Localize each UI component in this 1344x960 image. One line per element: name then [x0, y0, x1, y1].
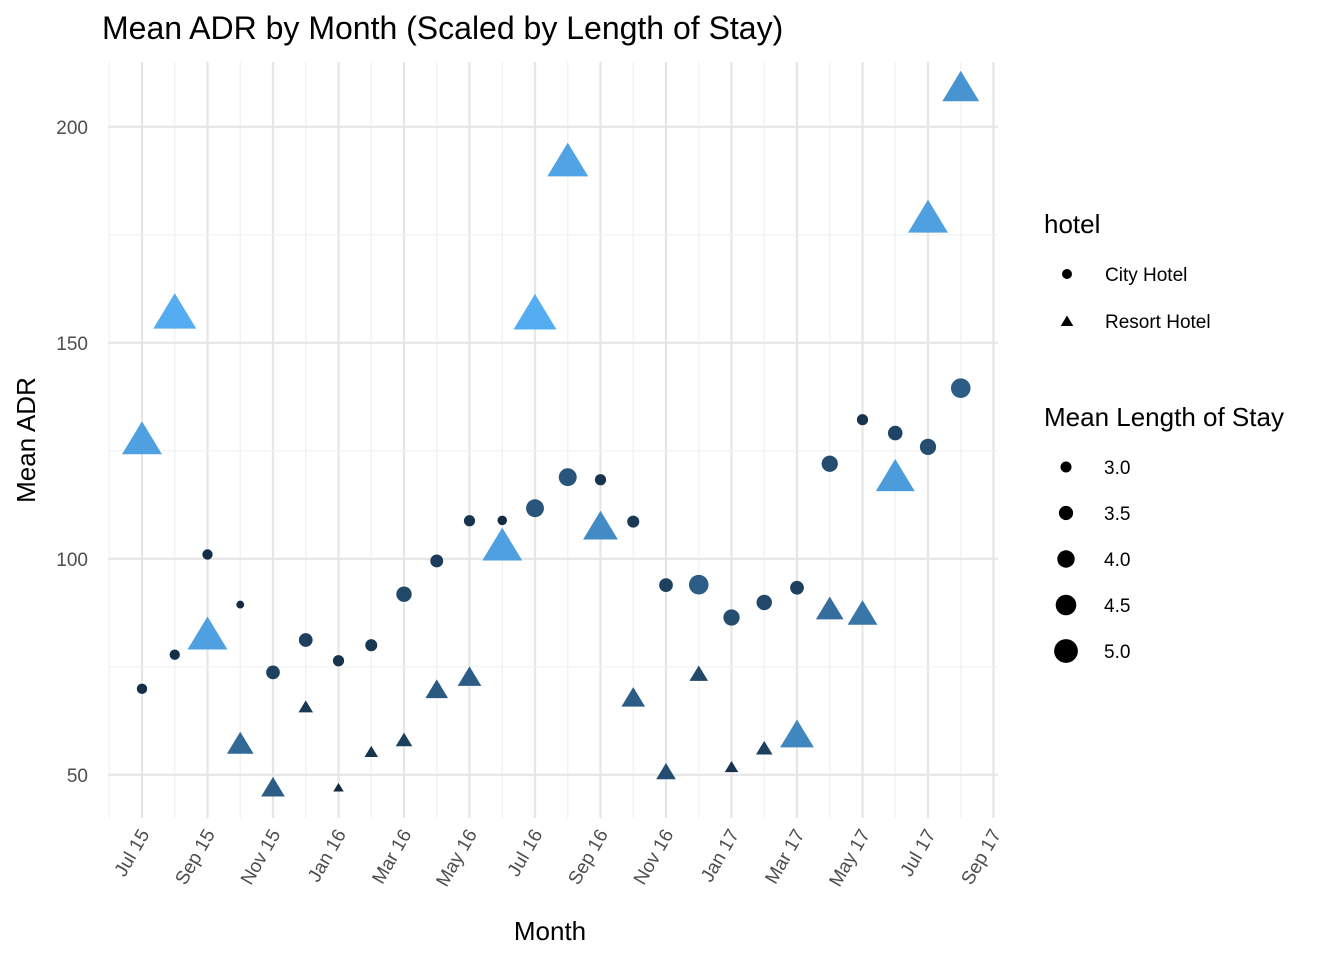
- legend-size-label: 3.5: [1104, 504, 1130, 525]
- x-tick-label: Jul 15: [111, 826, 155, 880]
- y-tick-label: 50: [67, 766, 88, 787]
- resort-hotel-point: [815, 596, 844, 620]
- x-tick-label: Jul 17: [897, 826, 941, 880]
- resort-hotel-point: [908, 199, 948, 233]
- city-hotel-point: [298, 633, 313, 647]
- legend-size-dot: [1054, 639, 1078, 663]
- city-hotel-point: [266, 665, 280, 680]
- y-axis-title: Mean ADR: [11, 377, 41, 503]
- x-tick-label: Nov 15: [237, 826, 285, 889]
- y-tick-label: 150: [56, 334, 88, 355]
- city-hotel-point: [887, 425, 903, 441]
- city-hotel-point: [558, 468, 577, 487]
- x-tick-label: May 16: [432, 826, 481, 890]
- city-hotel-point: [396, 586, 412, 602]
- city-hotel-point: [950, 378, 971, 398]
- city-hotel-point: [463, 515, 476, 527]
- resort-hotel-point: [364, 745, 379, 758]
- legend-shape-label: City Hotel: [1105, 265, 1187, 286]
- x-tick-label: Jan 16: [304, 826, 351, 886]
- x-axis-title: Month: [514, 916, 586, 946]
- resort-hotel-point: [875, 458, 915, 492]
- resort-hotel-point: [425, 679, 449, 699]
- x-tick-label: Mar 17: [762, 826, 810, 888]
- city-hotel-point: [594, 474, 607, 486]
- y-tick-label: 200: [56, 118, 88, 139]
- resort-hotel-point: [513, 294, 557, 330]
- resort-hotel-point: [621, 687, 646, 707]
- city-hotel-point: [332, 655, 345, 667]
- resort-hotel-point: [547, 142, 589, 177]
- legend-shape-items: City Hotel Resort Hotel: [1060, 265, 1211, 333]
- legend-size-label: 3.0: [1104, 458, 1130, 479]
- x-tick-label: Nov 16: [630, 826, 678, 889]
- x-tick-label: Mar 16: [369, 826, 417, 888]
- legend-circle-icon: [1062, 269, 1072, 279]
- resort-hotel-point: [122, 421, 162, 455]
- legend-triangle-icon: [1060, 315, 1074, 326]
- resort-hotel-point: [333, 782, 344, 792]
- resort-hotel-point: [583, 510, 618, 540]
- city-hotel-point: [919, 438, 937, 456]
- legend: hotel City Hotel Resort Hotel Mean Length…: [1044, 209, 1284, 663]
- city-hotel-point: [526, 499, 544, 518]
- city-hotel-point: [821, 455, 838, 472]
- x-tick-label: May 17: [825, 826, 874, 890]
- legend-size-dot: [1055, 594, 1077, 616]
- x-tick-label: Sep 15: [172, 826, 220, 889]
- x-tick-label: Jan 17: [697, 826, 744, 886]
- resort-hotel-point: [395, 732, 413, 747]
- city-hotel-point: [756, 594, 772, 611]
- city-hotel-point: [688, 574, 709, 595]
- legend-size-label: 4.5: [1104, 596, 1130, 617]
- city-hotel-point: [365, 639, 378, 652]
- city-hotel-point: [430, 554, 444, 568]
- city-hotel-point: [856, 414, 869, 426]
- city-hotel-point: [136, 683, 148, 695]
- resort-hotel-point: [457, 666, 482, 686]
- resort-hotel-point: [226, 731, 254, 754]
- x-tick-label: Sep 16: [565, 826, 613, 889]
- legend-size-dot: [1057, 550, 1075, 568]
- x-axis: Jul 15 Sep 15 Nov 15 Jan 16 Mar 16 May 16 Jul …: [111, 826, 1006, 890]
- city-hotel-point: [723, 609, 740, 626]
- resort-hotel-point: [847, 600, 878, 625]
- legend-size-dot: [1060, 461, 1072, 473]
- resort-hotel-point: [724, 760, 739, 773]
- resort-hotel-point: [153, 293, 197, 329]
- chart-title: Mean ADR by Month (Scaled by Length of S…: [102, 10, 783, 46]
- city-hotel-point: [169, 649, 180, 660]
- resort-hotel-point: [942, 70, 980, 102]
- city-hotel-point: [627, 515, 640, 528]
- y-tick-label: 100: [56, 550, 88, 571]
- x-tick-label: Jul 16: [504, 826, 548, 880]
- city-hotel-point: [659, 578, 673, 593]
- legend-size-dot: [1058, 505, 1074, 521]
- legend-shape-title: hotel: [1044, 209, 1100, 239]
- city-hotel-point: [497, 515, 508, 526]
- resort-hotel-point: [187, 616, 228, 650]
- grid: [108, 62, 998, 818]
- resort-hotel-point: [482, 527, 523, 561]
- resort-hotel-point: [298, 700, 314, 713]
- legend-size-label: 4.0: [1104, 550, 1130, 571]
- y-axis: 50 100 150 200: [56, 118, 88, 787]
- legend-size-label: 5.0: [1104, 642, 1130, 663]
- resort-hotel-point: [656, 763, 676, 780]
- resort-hotel-point: [755, 740, 773, 755]
- city-hotel-point: [202, 549, 213, 560]
- x-tick-label: Sep 17: [958, 826, 1006, 889]
- legend-size-items: 3.0 3.5 4.0 4.5 5.0: [1054, 458, 1130, 663]
- resort-hotel-point: [780, 719, 814, 748]
- legend-shape-label: Resort Hotel: [1105, 312, 1211, 333]
- resort-hotel-point: [261, 776, 285, 797]
- city-hotel-point: [236, 600, 245, 609]
- data-marks: [122, 70, 980, 797]
- resort-hotel-point: [689, 665, 709, 681]
- legend-size-title: Mean Length of Stay: [1044, 402, 1284, 432]
- city-hotel-point: [790, 580, 804, 595]
